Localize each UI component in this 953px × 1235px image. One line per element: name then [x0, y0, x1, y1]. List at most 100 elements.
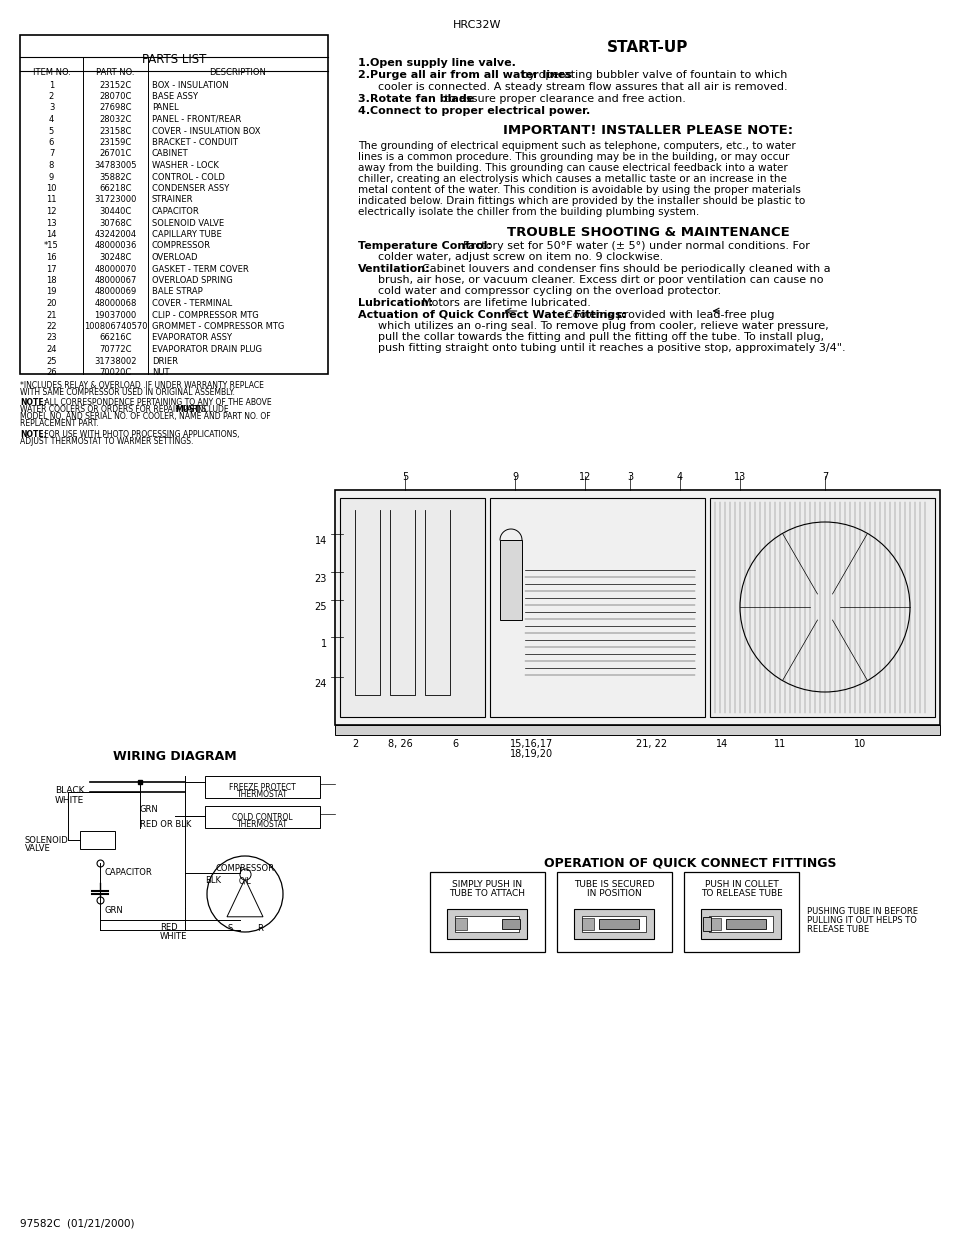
- Text: CAPACITOR: CAPACITOR: [105, 868, 152, 877]
- Text: VALVE: VALVE: [25, 844, 51, 853]
- Text: TO RELEASE TUBE: TO RELEASE TUBE: [700, 889, 781, 898]
- Text: 11: 11: [773, 739, 785, 748]
- Text: 48000036: 48000036: [94, 242, 136, 251]
- Text: WATER COOLERS OR ORDERS FOR REPAIR PARTS: WATER COOLERS OR ORDERS FOR REPAIR PARTS: [20, 405, 209, 414]
- Text: pull the collar towards the fitting and pull the fitting off the tube. To instal: pull the collar towards the fitting and …: [377, 332, 823, 342]
- Text: 23159C: 23159C: [99, 138, 132, 147]
- Text: WHITE: WHITE: [160, 932, 187, 941]
- Bar: [709, 498, 934, 718]
- Text: PUSH IN COLLET: PUSH IN COLLET: [704, 881, 778, 889]
- Text: BLACK: BLACK: [55, 785, 85, 795]
- Text: by operating bubbler valve of fountain to which: by operating bubbler valve of fountain t…: [517, 70, 786, 80]
- Text: BOX - INSULATION: BOX - INSULATION: [152, 80, 229, 89]
- Text: 21, 22: 21, 22: [636, 739, 667, 748]
- Text: WASHER - LOCK: WASHER - LOCK: [152, 161, 218, 170]
- Bar: [205, 806, 319, 827]
- Text: 27698C: 27698C: [99, 104, 132, 112]
- Text: EVAPORATOR ASSY: EVAPORATOR ASSY: [152, 333, 232, 342]
- Text: STRAINER: STRAINER: [152, 195, 193, 205]
- Bar: [683, 872, 799, 952]
- Text: ALL CORRESPONDENCE PERTAINING TO ANY OF THE ABOVE: ALL CORRESPONDENCE PERTAINING TO ANY OF …: [42, 398, 272, 408]
- Text: NOTE:: NOTE:: [20, 398, 47, 408]
- Text: GRN: GRN: [140, 805, 158, 814]
- Text: 10: 10: [46, 184, 56, 193]
- Bar: [490, 498, 704, 718]
- Text: Actuation of Quick Connect Water Fittings:: Actuation of Quick Connect Water Fitting…: [357, 310, 625, 320]
- Text: 66216C: 66216C: [99, 333, 132, 342]
- Text: MODEL NO. AND SERIAL NO. OF COOLER, NAME AND PART NO. OF: MODEL NO. AND SERIAL NO. OF COOLER, NAME…: [20, 412, 271, 421]
- Text: 1: 1: [49, 80, 54, 89]
- Text: away from the building. This grounding can cause electrical feedback into a wate: away from the building. This grounding c…: [357, 163, 787, 173]
- Text: 30248C: 30248C: [99, 253, 132, 262]
- Text: DESCRIPTION: DESCRIPTION: [210, 68, 266, 77]
- Bar: [700, 909, 781, 939]
- Text: cold water and compressor cycling on the overload protector.: cold water and compressor cycling on the…: [377, 287, 720, 296]
- Text: ITEM NO.: ITEM NO.: [32, 68, 71, 77]
- Text: RELEASE TUBE: RELEASE TUBE: [806, 925, 868, 934]
- Text: 12: 12: [46, 207, 56, 216]
- Text: 13: 13: [733, 472, 745, 482]
- Text: The grounding of electrical equipment such as telephone, computers, etc., to wat: The grounding of electrical equipment su…: [357, 141, 795, 151]
- Bar: [339, 498, 484, 718]
- Text: INCLUDE: INCLUDE: [193, 405, 229, 414]
- Bar: [709, 916, 773, 932]
- Text: WHITE: WHITE: [55, 797, 84, 805]
- Text: which utilizes an o-ring seal. To remove plug from cooler, relieve water pressur: which utilizes an o-ring seal. To remove…: [377, 321, 828, 331]
- Text: COMPRESSOR: COMPRESSOR: [215, 864, 274, 873]
- Text: *INCLUDES RELAY & OVERLOAD .IF UNDER WARRANTY REPLACE: *INCLUDES RELAY & OVERLOAD .IF UNDER WAR…: [20, 382, 264, 390]
- Text: THERMOSTAT: THERMOSTAT: [236, 820, 288, 829]
- Text: 28070C: 28070C: [99, 91, 132, 101]
- Text: NUT: NUT: [152, 368, 170, 377]
- Text: OVERLOAD SPRING: OVERLOAD SPRING: [152, 275, 233, 285]
- Text: 34783005: 34783005: [94, 161, 136, 170]
- Text: CABINET: CABINET: [152, 149, 189, 158]
- Text: GRN: GRN: [105, 906, 124, 915]
- Text: 31723000: 31723000: [94, 195, 136, 205]
- Text: 43242004: 43242004: [94, 230, 136, 240]
- Text: Open supply line valve.: Open supply line valve.: [370, 58, 516, 68]
- Text: 19: 19: [46, 288, 56, 296]
- Text: chiller, creating an electrolysis which causes a metallic taste or an increase i: chiller, creating an electrolysis which …: [357, 174, 786, 184]
- Text: 14: 14: [314, 536, 327, 546]
- Text: SIMPLY PUSH IN: SIMPLY PUSH IN: [452, 881, 522, 889]
- Text: PARTS LIST: PARTS LIST: [142, 53, 206, 65]
- Text: 10: 10: [853, 739, 865, 748]
- Text: BRACKET - CONDUIT: BRACKET - CONDUIT: [152, 138, 237, 147]
- Text: Motors are lifetime lubricated.: Motors are lifetime lubricated.: [415, 298, 590, 308]
- Text: TUBE IS SECURED: TUBE IS SECURED: [574, 881, 654, 889]
- Text: electrically isolate the chiller from the building plumbing system.: electrically isolate the chiller from th…: [357, 207, 699, 217]
- Text: 6: 6: [452, 739, 457, 748]
- Text: WIRING DIAGRAM: WIRING DIAGRAM: [113, 750, 236, 763]
- Text: 4: 4: [677, 472, 682, 482]
- Text: OPERATION OF QUICK CONNECT FITTINGS: OPERATION OF QUICK CONNECT FITTINGS: [543, 856, 836, 869]
- Bar: [80, 831, 115, 848]
- Bar: [205, 776, 319, 798]
- Text: 24: 24: [314, 679, 327, 689]
- Text: 8, 26: 8, 26: [387, 739, 412, 748]
- Text: 26: 26: [46, 368, 57, 377]
- Text: 7: 7: [49, 149, 54, 158]
- Text: BLK: BLK: [205, 876, 221, 885]
- Bar: [582, 916, 646, 932]
- Bar: [335, 725, 939, 735]
- Text: PANEL - FRONT/REAR: PANEL - FRONT/REAR: [152, 115, 241, 124]
- Text: 11: 11: [46, 195, 56, 205]
- Bar: [726, 919, 765, 929]
- Text: FOR USE WITH PHOTO PROCESSING APPLICATIONS,: FOR USE WITH PHOTO PROCESSING APPLICATIO…: [42, 430, 239, 438]
- Text: 15,16,17: 15,16,17: [510, 739, 553, 748]
- Bar: [20, 35, 328, 374]
- Text: brush, air hose, or vacuum cleaner. Excess dirt or poor ventilation can cause no: brush, air hose, or vacuum cleaner. Exce…: [377, 275, 822, 285]
- Text: lines is a common procedure. This grounding may be in the building, or may occur: lines is a common procedure. This ground…: [357, 152, 788, 162]
- Bar: [455, 916, 519, 932]
- Text: REPLACEMENT PART.: REPLACEMENT PART.: [20, 419, 99, 429]
- Text: WITH SAME COMPRESSOR USED IN ORIGINAL ASSEMBLY.: WITH SAME COMPRESSOR USED IN ORIGINAL AS…: [20, 388, 234, 396]
- Text: 1.: 1.: [357, 58, 374, 68]
- Text: PART NO.: PART NO.: [96, 68, 134, 77]
- Text: OVERLOAD: OVERLOAD: [152, 253, 198, 262]
- Text: 9: 9: [49, 173, 54, 182]
- Bar: [598, 919, 639, 929]
- Text: CAPILLARY TUBE: CAPILLARY TUBE: [152, 230, 221, 240]
- Text: push fitting straight onto tubing until it reaches a positive stop, approximatel: push fitting straight onto tubing until …: [377, 343, 844, 353]
- Text: 23: 23: [46, 333, 57, 342]
- Bar: [702, 918, 711, 931]
